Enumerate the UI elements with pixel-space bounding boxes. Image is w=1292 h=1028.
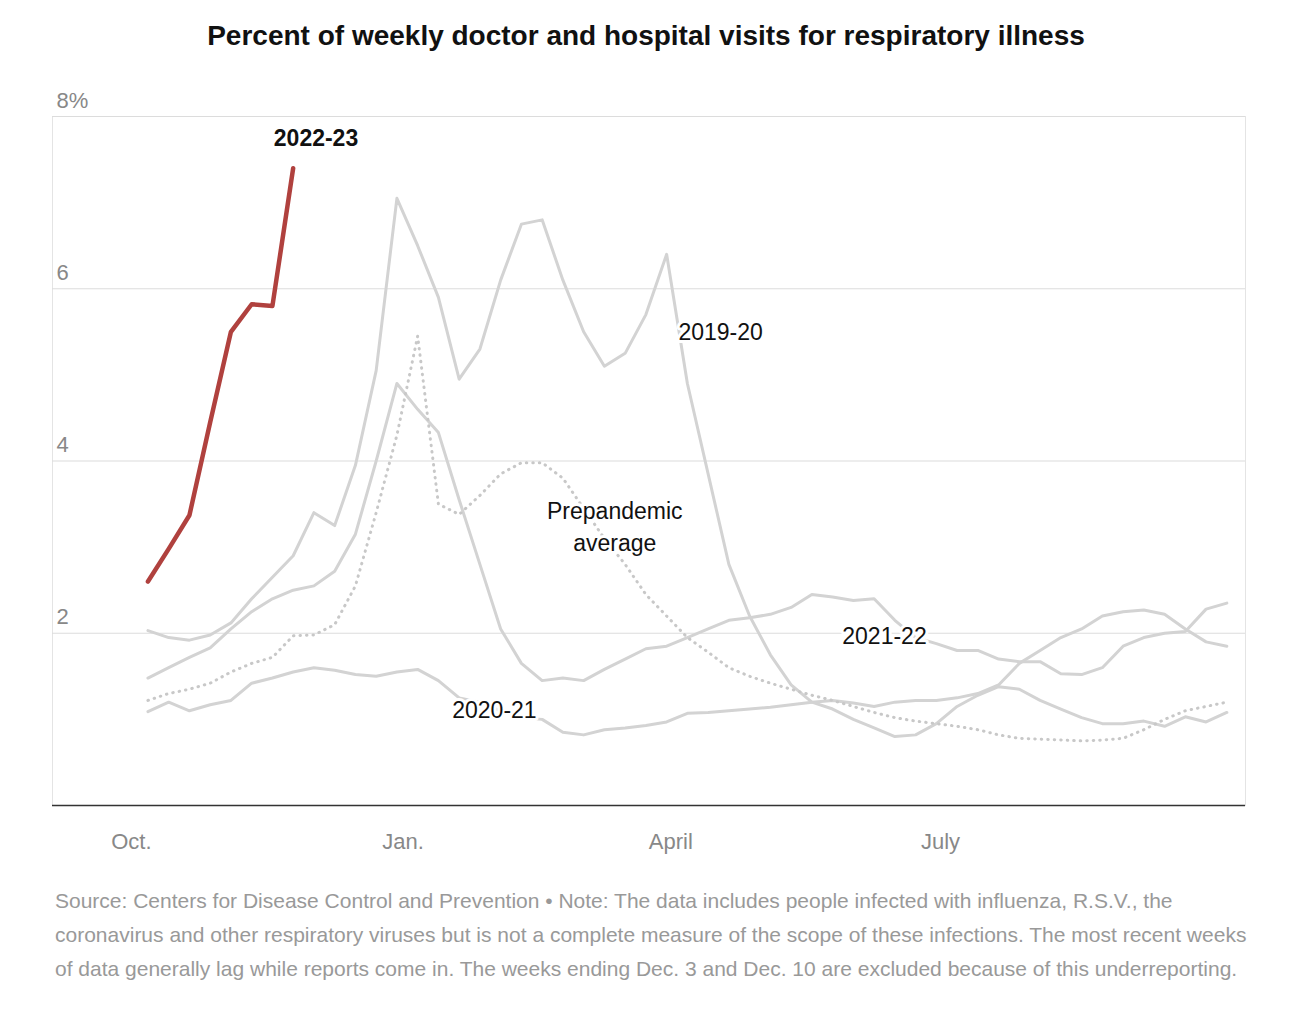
svg-text:Oct.: Oct. <box>111 829 151 854</box>
svg-text:April: April <box>649 829 693 854</box>
html-text:Percent of weekly doctor and h: Percent of weekly doctor and hospital vi… <box>207 20 1085 51</box>
svg-text:2020-21: 2020-21 <box>452 697 536 723</box>
svg-text:6: 6 <box>57 260 69 285</box>
svg-text:Prepandemicaverage: Prepandemicaverage <box>547 498 683 556</box>
svg-text:Jan.: Jan. <box>382 829 424 854</box>
svg-text:2021-22: 2021-22 <box>842 623 926 649</box>
svg-text:July: July <box>921 829 960 854</box>
svg-text:2022-23: 2022-23 <box>274 125 358 151</box>
svg-text:4: 4 <box>57 432 69 457</box>
svg-text:2: 2 <box>57 604 69 629</box>
svg-text:8%: 8% <box>57 88 89 113</box>
html-text:Source: Centers for Disease Co: Source: Centers for Disease Control and … <box>55 889 1247 980</box>
svg-text:2019-20: 2019-20 <box>678 319 762 345</box>
